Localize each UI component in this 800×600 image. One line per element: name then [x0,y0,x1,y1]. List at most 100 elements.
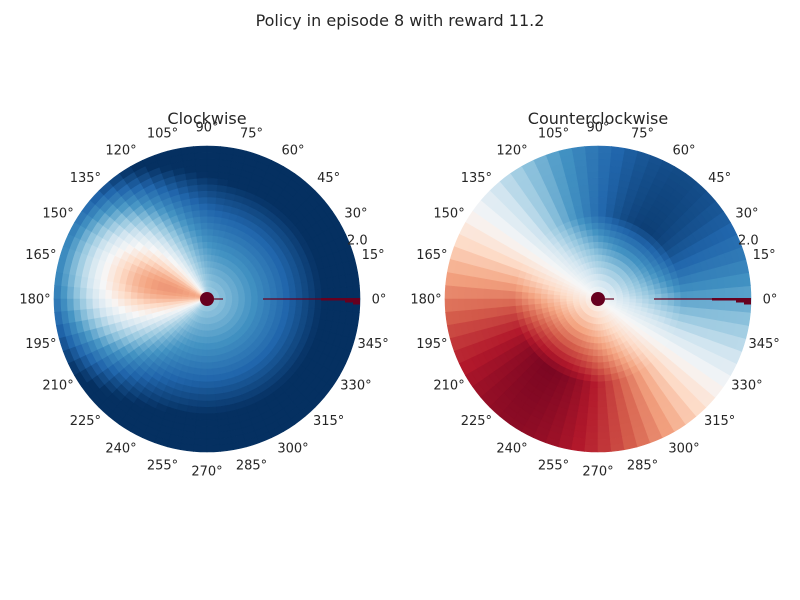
heatmap-cell [724,298,733,311]
angle-tick-label: 240° [105,441,136,456]
heatmap-cell [201,349,208,357]
heatmap-cell [586,164,599,173]
heatmap-cell [314,298,323,310]
heatmap-cell [85,298,94,310]
heatmap-cell [597,412,609,421]
heatmap-cell [586,355,594,363]
angle-tick-label: 300° [277,441,308,456]
heatmap-cell [212,222,221,231]
angle-tick-label: 105° [147,126,178,141]
heatmap-cell [206,362,214,370]
angle-tick-label: 90° [195,121,218,136]
angle-tick-labels: 0° 15° 30° 45° 60° 75° 90° 105° 120° 135° 150° 165°… [410,121,779,480]
heatmap-cell [263,293,272,300]
heatmap-cell [584,145,599,154]
heatmap-cell [193,367,202,376]
heatmap-cell [731,286,739,300]
heatmap-cell [527,292,535,300]
heatmap-cell [66,286,74,300]
heatmap-cell [198,203,208,211]
heatmap-cell [206,183,218,192]
heatmap-cell [673,291,682,300]
heatmap-cell [202,343,208,351]
heatmap-cell [201,355,208,364]
heatmap-cell [502,290,510,300]
heatmap-cell [597,266,602,274]
heatmap-cell [155,294,163,300]
heatmap-cell [195,355,203,363]
heatmap-cell [445,272,454,287]
angle-tick-label: 105° [538,126,569,141]
heatmap-cell [276,298,284,306]
zero-angle-bar [744,298,751,305]
heatmap-cell [206,247,212,255]
heatmap-cell [476,288,485,300]
heatmap-cell [672,305,681,314]
heatmap-cell [275,304,284,313]
angle-tick-label: 285° [627,459,658,474]
zero-angle-marks [200,292,360,306]
heatmap-cell [590,374,599,383]
heatmap-cell [79,298,87,311]
heatmap-cell [603,222,612,231]
heatmap-cell [60,298,68,313]
heatmap-cell [571,443,586,452]
angle-tick-label: 180° [19,293,50,308]
heatmap-cell [256,303,265,310]
heatmap-cell [196,348,203,357]
heatmap-cell [597,406,609,415]
heatmap-cell [212,228,220,237]
heatmap-cell [647,303,656,310]
heatmap-cell [238,298,246,303]
heatmap-cell [594,330,599,338]
heatmap-cell [534,287,542,295]
heatmap-cell [595,317,599,325]
heatmap-cell [588,196,599,205]
heatmap-cell [142,293,151,300]
heatmap-cell [589,381,599,389]
heatmap-cell [263,303,271,311]
heatmap-cell [192,373,201,382]
heatmap-cell [196,183,208,192]
angle-tick-label: 135° [461,171,492,186]
angle-tick-label: 75° [240,126,263,141]
angle-tick-label: 75° [631,126,654,141]
heatmap-cell [585,158,599,166]
heatmap-cell [604,216,613,225]
heatmap-cell [692,289,701,300]
heatmap-cell [743,285,752,300]
heatmap-cell [195,171,208,179]
heatmap-cell [584,438,599,446]
angle-tick-label: 210° [42,379,73,394]
heatmap-cell [597,393,608,402]
heatmap-cell [673,298,682,307]
heatmap-cell [660,304,669,312]
heatmap-cell [193,145,208,154]
heatmap-cell [718,298,726,311]
heatmap-cell [213,216,222,225]
zero-angle-bar [712,298,736,301]
heatmap-cell [295,298,303,308]
angle-tick-label: 60° [672,144,695,159]
heatmap-cell [211,235,219,243]
heatmap-cell [470,287,478,300]
heatmap-cell [104,289,113,300]
heatmap-cell [591,228,599,236]
heatmap-cell [588,190,599,198]
heatmap-cell [597,273,601,281]
heatmap-cell [451,285,459,300]
heatmap-cell [584,444,599,453]
heatmap-cell [661,298,669,306]
plot-title: Counterclockwise [528,109,668,128]
heatmap-cell [527,286,536,294]
heatmap-cell [320,298,329,310]
heatmap-cell [196,177,208,186]
heatmap-cell [588,393,599,402]
heatmap-cell [111,298,119,308]
heatmap-cell [91,288,100,300]
heatmap-cell [263,298,272,305]
heatmap-cell [117,298,125,308]
heatmap-cell [340,286,348,300]
heatmap-cell [591,222,599,230]
heatmap-cell [591,362,599,370]
